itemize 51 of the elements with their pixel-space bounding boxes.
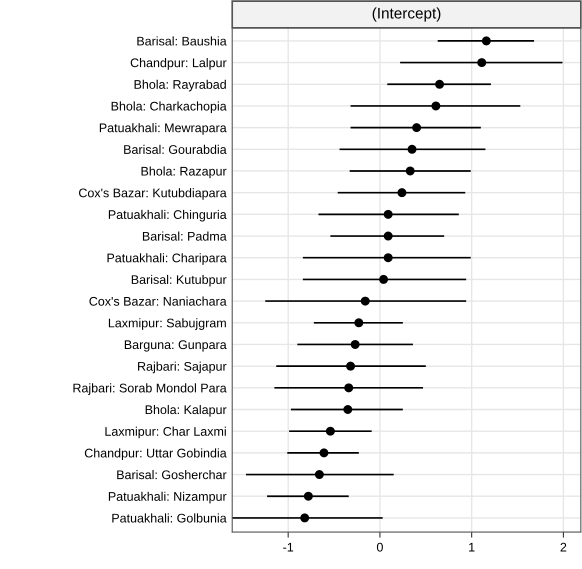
y-tick-label: Rajbari: Sorab Mondol Para xyxy=(73,383,227,395)
point xyxy=(408,144,417,154)
y-tick-label: Patuakhali: Chinguria xyxy=(108,210,227,222)
point xyxy=(326,426,335,436)
x-tick-label: 1 xyxy=(469,542,475,552)
y-tick-label: Chandpur: Uttar Gobindia xyxy=(84,448,227,460)
point xyxy=(477,58,486,68)
point xyxy=(384,253,393,262)
y-tick-label: Chandpur: Lalpur xyxy=(130,58,226,70)
point xyxy=(343,405,352,414)
point xyxy=(412,123,422,132)
y-tick-label: Barisal: Baushia xyxy=(137,36,227,46)
chart-title: (Intercept) xyxy=(372,7,440,22)
point xyxy=(346,362,356,371)
y-tick-label: Laxmipur: Sabujgram xyxy=(108,318,226,330)
point xyxy=(384,210,393,219)
y-tick-label: Bhola: Charkachopia xyxy=(112,101,227,114)
y-tick-label: Patuakhali: Golbunia xyxy=(112,513,227,523)
y-tick-label: Barguna: Gunpara xyxy=(124,340,227,352)
point xyxy=(384,232,393,241)
point xyxy=(304,492,313,501)
point xyxy=(319,448,328,458)
y-tick-label: Barisal: Padma xyxy=(142,232,227,241)
y-tick-label: Cox's Bazar: Kutubdiapara xyxy=(79,188,227,200)
point xyxy=(482,36,491,46)
y-tick-label: Patuakhali: Nizampur xyxy=(108,492,226,504)
point xyxy=(379,274,388,284)
point xyxy=(360,296,370,306)
x-tick-label: 2 xyxy=(560,542,566,552)
point xyxy=(314,470,324,480)
y-tick-label: Bhola: Razapur xyxy=(142,166,226,178)
y-tick-label: Bhola: Kalapur xyxy=(146,404,226,417)
point xyxy=(431,101,440,110)
y-tick-label: Barisal: Gosherchar xyxy=(117,470,226,480)
y-tick-label: Patuakhali: Mewrapara xyxy=(100,123,227,135)
point xyxy=(435,80,444,89)
x-tick-label: 0 xyxy=(376,542,383,552)
y-tick-label: Cox's Bazar: Naniachara xyxy=(89,296,227,306)
y-tick-label: Bhola: Rayrabad xyxy=(134,80,226,92)
point xyxy=(300,513,310,522)
y-tick-label: Laxmipur: Char Laxmi xyxy=(105,426,226,438)
point xyxy=(350,340,360,349)
point xyxy=(354,318,364,328)
y-tick-label: Barisal: Gourabdia xyxy=(124,144,227,154)
y-tick-label: Patuakhali: Charipara xyxy=(107,253,227,265)
y-tick-label: Barisal: Kutubpur xyxy=(132,274,226,287)
point xyxy=(344,383,354,392)
point xyxy=(406,166,415,176)
y-tick-label: Rajbari: Sajapur xyxy=(138,362,226,374)
x-tick-label: -1 xyxy=(283,542,294,552)
point xyxy=(397,188,406,198)
